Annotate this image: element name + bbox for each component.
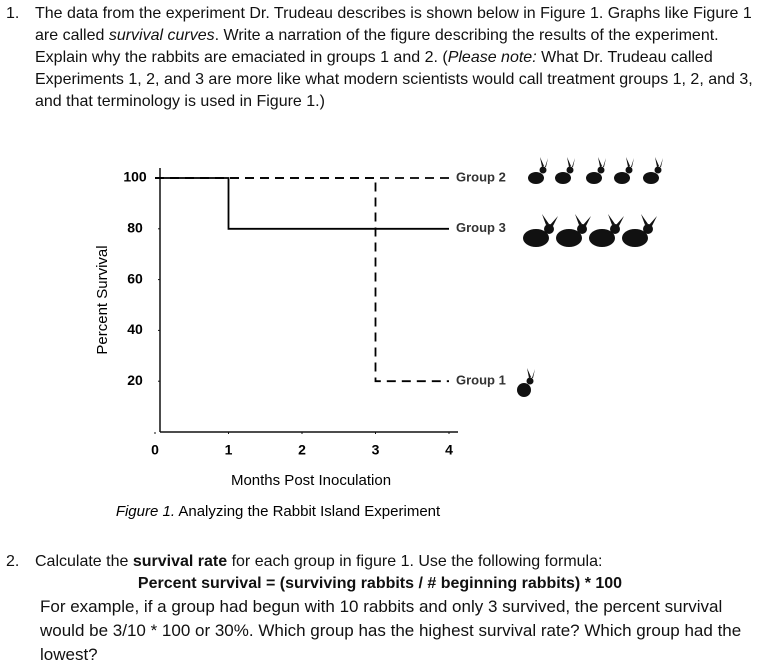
x-tick-label: 4 <box>445 442 453 458</box>
x-tick-label: 1 <box>225 442 233 458</box>
text: survival curves <box>108 27 215 44</box>
rabbit-icon <box>517 368 535 397</box>
survival-curve <box>155 177 449 383</box>
rabbit-icons <box>517 157 663 397</box>
text: Calculate the <box>35 553 133 570</box>
formula: Percent survival = (surviving rabbits / … <box>137 575 623 592</box>
rabbit-icon <box>589 214 624 247</box>
rabbit-icon <box>622 214 657 247</box>
rabbit-icon <box>586 157 606 184</box>
x-tick-label: 0 <box>151 442 159 458</box>
instruction: Calculate the survival rate for each gro… <box>35 551 755 573</box>
text: . Write a narration of the figure descri… <box>35 27 719 66</box>
caption-text: Analyzing the Rabbit Island Experiment <box>178 503 441 520</box>
text: for each group in figure 1. Use the foll… <box>227 553 603 570</box>
series-label: Group 1 <box>456 373 506 388</box>
rabbit-icon <box>523 214 558 247</box>
text: Please note: <box>447 49 537 66</box>
example: For example, if a group had begun with 1… <box>40 597 742 664</box>
y-tick-label: 100 <box>123 169 147 185</box>
series-label: Group 2 <box>456 169 506 184</box>
rabbit-icon <box>614 157 634 184</box>
survival-curve <box>155 177 449 230</box>
chart: Percent Survival Months Post Inoculation… <box>94 157 663 520</box>
x-axis-label: Months Post Inoculation <box>231 472 391 489</box>
x-tick-label: 3 <box>372 442 380 458</box>
figure-caption: Figure 1. Analyzing the Rabbit Island Ex… <box>116 503 441 520</box>
question-number: 1. <box>6 5 20 22</box>
question-number: 2. <box>6 553 20 570</box>
question-1: 1. The data from the experiment Dr. Trud… <box>6 3 757 113</box>
text: The data from the experiment Dr. Trudeau… <box>35 5 752 44</box>
y-tick-label: 80 <box>127 220 143 236</box>
y-tick-label: 20 <box>127 372 143 388</box>
y-tick-label: 60 <box>127 270 143 286</box>
rabbit-icon <box>528 157 548 184</box>
rabbit-icon <box>556 214 591 247</box>
caption-label: Figure 1. <box>116 503 175 520</box>
y-tick-label: 40 <box>127 321 143 337</box>
question-2: 2. Calculate the survival rate for each … <box>6 551 755 667</box>
series-label: Group 3 <box>456 220 506 235</box>
y-axis-label: Percent Survival <box>94 245 111 354</box>
rabbit-icon <box>555 157 575 184</box>
text: What Dr. Trudeau called Experiments 1, 2… <box>35 49 753 110</box>
rabbit-icon <box>643 157 663 184</box>
x-tick-label: 2 <box>298 442 306 458</box>
term: survival rate <box>132 553 228 570</box>
